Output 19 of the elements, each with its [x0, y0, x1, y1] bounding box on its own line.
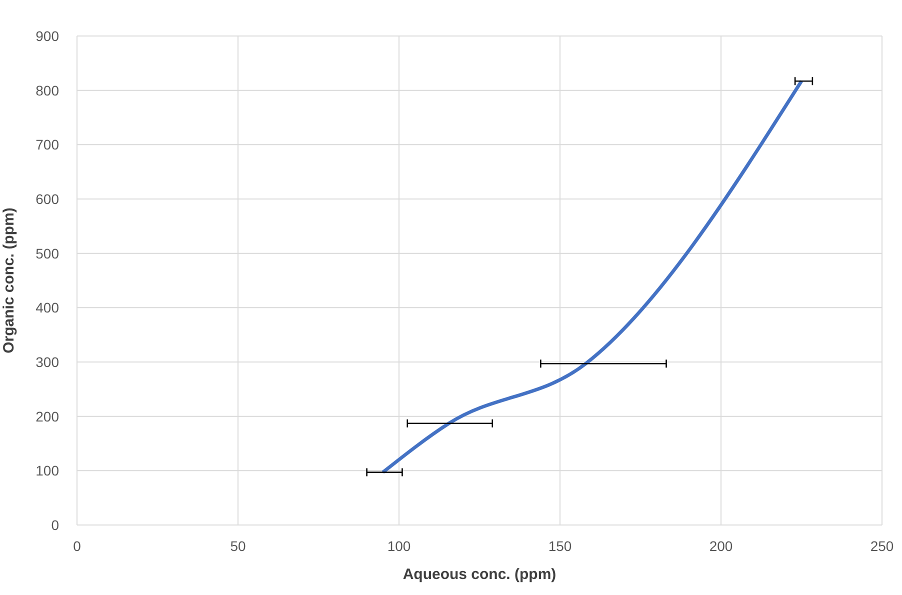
x-tick-label: 100	[387, 538, 411, 554]
x-tick-label: 200	[709, 538, 733, 554]
y-tick-label: 400	[36, 300, 60, 316]
y-tick-label: 900	[36, 28, 60, 44]
x-tick-label: 50	[230, 538, 246, 554]
y-tick-label: 700	[36, 136, 60, 153]
y-tick-label: 300	[36, 354, 60, 370]
y-tick-label: 200	[36, 408, 60, 424]
x-tick-label: 150	[548, 538, 572, 554]
x-axis-title: Aqueous conc. (ppm)	[402, 566, 556, 583]
y-tick-label: 600	[36, 190, 60, 207]
y-tick-label: 800	[36, 82, 60, 98]
x-tick-label: 0	[73, 538, 82, 554]
y-axis-title: Organic conc. (ppm)	[0, 208, 18, 354]
y-tick-label: 500	[36, 245, 60, 262]
y-tick-label: 100	[36, 462, 60, 479]
x-tick-label: 250	[870, 538, 894, 554]
line-series	[381, 79, 804, 474]
y-tick-label: 0	[51, 516, 60, 533]
